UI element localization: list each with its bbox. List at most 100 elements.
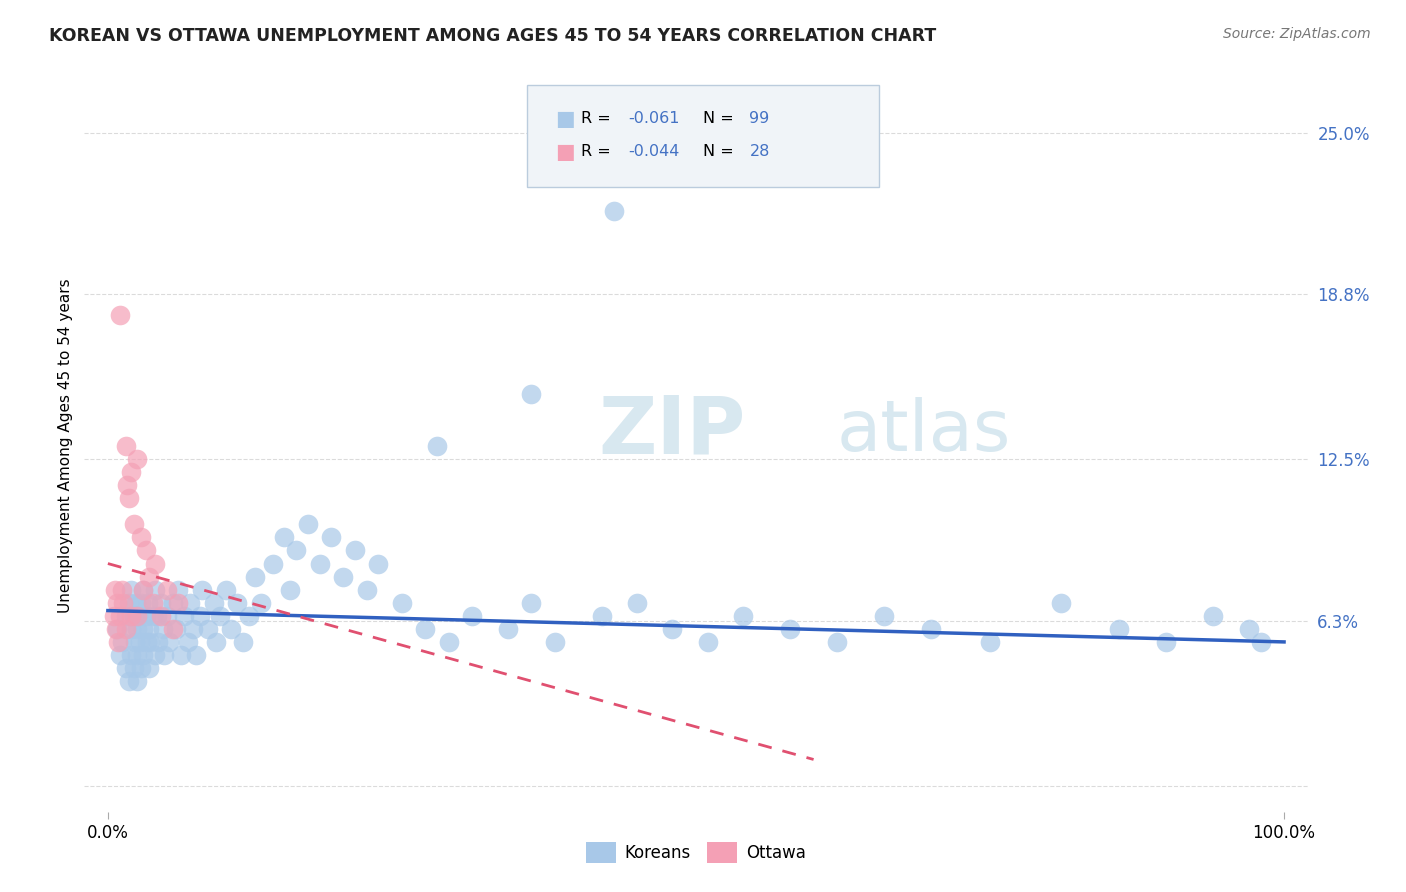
Point — [127, 608, 149, 623]
Text: ZIP: ZIP — [598, 392, 745, 470]
Point — [114, 439, 136, 453]
Point — [197, 622, 219, 636]
Point — [626, 596, 648, 610]
Point — [165, 622, 187, 636]
Text: N =: N = — [703, 145, 740, 159]
Point — [112, 596, 135, 610]
Point — [108, 648, 131, 662]
Point — [262, 557, 284, 571]
Point — [142, 596, 165, 610]
Point — [167, 582, 190, 597]
Point — [426, 439, 449, 453]
Point — [132, 582, 155, 597]
Point — [142, 608, 165, 623]
Text: ■: ■ — [555, 142, 575, 161]
Point — [104, 582, 127, 597]
Point — [138, 569, 160, 583]
Point — [249, 596, 271, 610]
Point — [173, 608, 195, 623]
Point — [1156, 635, 1178, 649]
Point — [148, 635, 170, 649]
Point — [103, 608, 125, 623]
Y-axis label: Unemployment Among Ages 45 to 54 years: Unemployment Among Ages 45 to 54 years — [58, 278, 73, 614]
Point — [115, 478, 138, 492]
Point — [285, 543, 308, 558]
Point — [114, 608, 136, 623]
Point — [214, 582, 236, 597]
Text: -0.061: -0.061 — [628, 112, 681, 126]
Point — [120, 465, 142, 479]
Point — [118, 596, 141, 610]
Point — [1250, 635, 1272, 649]
Point — [1108, 622, 1130, 636]
Point — [188, 608, 211, 623]
Point — [127, 622, 149, 636]
Point — [520, 596, 543, 610]
Point — [1237, 622, 1260, 636]
Point — [124, 635, 146, 649]
Point — [825, 635, 848, 649]
Point — [138, 661, 160, 675]
Text: -0.044: -0.044 — [628, 145, 681, 159]
Point — [120, 608, 142, 623]
Point — [105, 622, 128, 636]
Point — [170, 648, 193, 662]
Point — [191, 582, 214, 597]
Point — [232, 635, 254, 649]
Point — [132, 622, 155, 636]
Point — [138, 622, 160, 636]
Point — [1049, 596, 1071, 610]
Point — [129, 596, 152, 610]
Point — [167, 596, 190, 610]
Point — [1202, 608, 1225, 623]
Point — [356, 582, 378, 597]
Point — [591, 608, 613, 623]
Point — [208, 608, 231, 623]
Point — [127, 608, 149, 623]
Point — [107, 635, 129, 649]
Point — [122, 517, 145, 532]
Point — [221, 622, 243, 636]
Point — [226, 596, 249, 610]
Point — [496, 622, 519, 636]
Point — [367, 557, 389, 571]
Point — [127, 674, 149, 689]
Text: ■: ■ — [555, 109, 575, 128]
Point — [118, 491, 141, 506]
Point — [114, 661, 136, 675]
Point — [143, 582, 166, 597]
Point — [920, 622, 942, 636]
Point — [105, 596, 128, 610]
Point — [108, 309, 131, 323]
Point — [129, 661, 152, 675]
Point — [127, 452, 149, 467]
Point — [122, 608, 145, 623]
Point — [111, 582, 134, 597]
Point — [122, 661, 145, 675]
Text: R =: R = — [581, 112, 616, 126]
Point — [205, 635, 228, 649]
Point — [120, 648, 142, 662]
Point — [273, 530, 295, 544]
Point — [162, 596, 184, 610]
Text: Source: ZipAtlas.com: Source: ZipAtlas.com — [1223, 27, 1371, 41]
Text: 99: 99 — [749, 112, 769, 126]
Point — [779, 622, 801, 636]
Text: N =: N = — [703, 112, 740, 126]
Point — [437, 635, 460, 649]
Point — [202, 596, 225, 610]
Point — [153, 648, 176, 662]
Point — [184, 648, 207, 662]
Point — [156, 608, 179, 623]
Point — [520, 386, 543, 401]
Point — [143, 557, 166, 571]
Point — [873, 608, 896, 623]
Point — [127, 648, 149, 662]
Point — [297, 517, 319, 532]
Point — [129, 530, 152, 544]
Point — [731, 608, 754, 623]
Point — [391, 596, 413, 610]
Point — [343, 543, 366, 558]
Point — [139, 635, 162, 649]
Point — [114, 622, 136, 636]
